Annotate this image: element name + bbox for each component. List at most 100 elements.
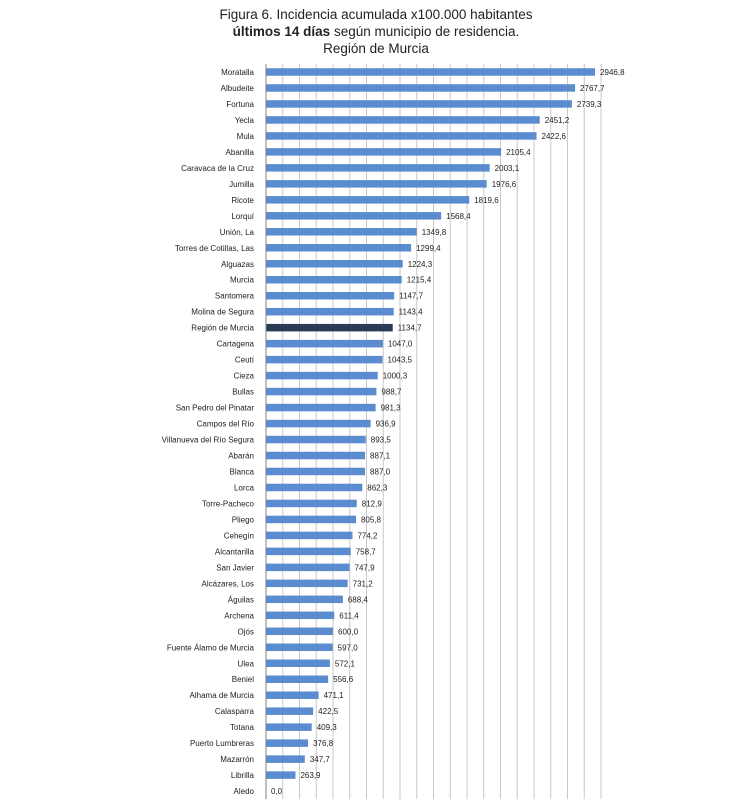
chart-title: Figura 6. Incidencia acumulada x100.000 … — [0, 6, 752, 57]
value-label: 409,3 — [317, 723, 338, 732]
value-label: 376,8 — [313, 739, 334, 748]
category-label: Pliego — [232, 515, 255, 524]
value-label: 2105,4 — [506, 148, 531, 157]
category-label: Abanilla — [226, 148, 255, 157]
category-label: Caravaca de la Cruz — [181, 164, 254, 173]
category-label: Librilla — [231, 771, 255, 780]
value-label: 0,0 — [271, 787, 283, 796]
value-label: 597,0 — [338, 643, 359, 652]
value-label: 1143,4 — [399, 308, 423, 317]
category-label: Totana — [230, 723, 255, 732]
value-label: 2003,1 — [495, 164, 520, 173]
category-label: Águilas — [228, 595, 254, 604]
category-label: Ricote — [231, 196, 254, 205]
bar — [266, 515, 356, 524]
category-label: Alcantarilla — [215, 547, 255, 556]
bar — [266, 307, 394, 316]
bar — [266, 531, 353, 540]
value-label: 1147,7 — [399, 292, 423, 301]
bar — [266, 419, 371, 428]
category-label: San Javier — [216, 563, 254, 572]
category-label: Puerto Lumbreras — [190, 739, 254, 748]
value-label: 893,5 — [371, 436, 392, 445]
category-label: Lorquí — [231, 212, 254, 221]
value-label: 1299,4 — [416, 244, 441, 253]
bar — [266, 739, 309, 747]
value-label: 1134,7 — [398, 324, 422, 333]
bar — [266, 403, 376, 412]
bar — [266, 691, 319, 699]
category-label: Campos del Río — [197, 420, 255, 429]
category-label: Bullas — [232, 388, 254, 397]
bar — [266, 180, 487, 188]
bar — [266, 643, 333, 652]
value-label: 600,0 — [338, 627, 359, 636]
bar — [266, 116, 540, 124]
category-label: Murcia — [230, 276, 255, 285]
value-label: 1976,6 — [492, 180, 517, 189]
category-label: Cieza — [234, 372, 255, 381]
value-label: 988,7 — [381, 388, 402, 397]
value-label: 2739,3 — [577, 100, 602, 109]
value-label: 812,9 — [362, 499, 383, 508]
value-label: 887,1 — [370, 452, 391, 461]
bar — [266, 275, 402, 284]
title-line-2-rest: según municipio de residencia. — [330, 24, 520, 39]
value-label: 263,9 — [300, 771, 321, 780]
category-label: Jumilla — [229, 180, 254, 189]
category-label: Unión, La — [220, 228, 255, 237]
bar — [266, 132, 537, 140]
category-label: Fuente Álamo de Murcia — [167, 643, 255, 652]
category-label: Alhama de Murcia — [190, 691, 255, 700]
bars — [266, 68, 596, 779]
category-label: Fortuna — [226, 100, 254, 109]
value-label: 1047,0 — [388, 340, 413, 349]
bar — [266, 755, 305, 763]
value-label: 887,0 — [370, 467, 391, 476]
value-label: 611,4 — [339, 611, 359, 620]
value-label: 572,1 — [335, 659, 356, 668]
value-label: 731,2 — [353, 579, 374, 588]
category-label: Villanueva del Río Segura — [162, 436, 255, 445]
bar — [266, 595, 343, 604]
bar — [266, 451, 366, 460]
value-label: 1349,8 — [422, 228, 447, 237]
category-label: Mula — [237, 132, 255, 141]
title-line-1: Figura 6. Incidencia acumulada x100.000 … — [219, 7, 533, 22]
category-label: Ulea — [238, 659, 255, 668]
bar — [266, 611, 335, 620]
bar — [266, 563, 350, 572]
value-label: 422,5 — [318, 707, 339, 716]
category-label: Blanca — [230, 467, 255, 476]
value-label: 2767,7 — [580, 84, 605, 93]
bar — [266, 196, 470, 204]
bar — [266, 148, 502, 156]
category-label: Yecla — [235, 116, 255, 125]
value-label: 862,3 — [367, 483, 388, 492]
value-label: 2451,2 — [545, 116, 570, 125]
bar — [266, 771, 296, 779]
bar — [266, 260, 403, 268]
bar — [266, 84, 576, 92]
bar — [266, 355, 383, 364]
value-label: 1224,3 — [408, 260, 433, 269]
bar — [266, 467, 366, 476]
bar — [266, 435, 366, 444]
category-label: Albudeite — [221, 84, 255, 93]
bar — [266, 212, 442, 220]
category-label: Alguazas — [221, 260, 254, 269]
category-label: Moratalla — [221, 68, 254, 77]
bar — [266, 100, 572, 108]
value-label: 805,8 — [361, 515, 382, 524]
value-label: 556,6 — [333, 675, 354, 684]
category-labels: Moratalla Albudeite Fortuna Yecla Mula Abanil… — [162, 68, 255, 796]
bar — [266, 707, 314, 715]
category-label: Beniel — [232, 675, 254, 684]
value-label: 1215,4 — [407, 276, 432, 285]
value-label: 471,1 — [324, 691, 345, 700]
value-label: 758,7 — [356, 547, 377, 556]
category-label: Mazarrón — [220, 755, 254, 764]
category-label: Torres de Cotillas, Las — [175, 244, 254, 253]
category-label: Ceutí — [235, 356, 255, 365]
category-label: Cartagena — [217, 340, 255, 349]
